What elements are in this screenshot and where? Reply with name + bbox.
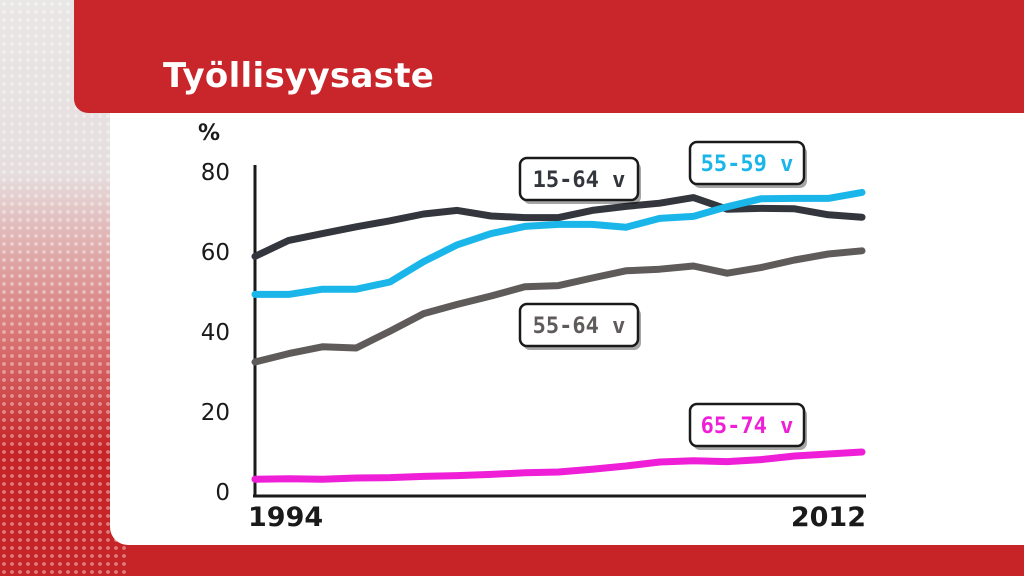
chart-series (251, 188, 866, 483)
series-label-box (518, 302, 640, 348)
series-label-box (518, 156, 640, 202)
series-label-15-64-v: 15-64 v (518, 156, 641, 204)
series-label-55-59-v: 55-59 v (688, 140, 807, 188)
title-band (74, 0, 1024, 113)
y-tick-label: 80 (201, 160, 230, 186)
x-tick-label: 2012 (791, 502, 866, 533)
x-tick-label: 1994 (248, 502, 323, 533)
series-label-text: 55-64 v (533, 314, 626, 339)
series-label-65-74-v: 65-74 v (688, 402, 807, 450)
series-label-box (688, 402, 806, 448)
y-tick-label: 60 (201, 240, 230, 266)
series-label-55-64-v: 55-64 v (518, 302, 641, 350)
chart-axes: % 0 20 40 60 80 1994 2012 (198, 121, 866, 533)
series-label-box (688, 140, 806, 186)
series-labels: 15-64 v 55-59 v 55-64 v 65-74 v (518, 140, 807, 450)
series-line-55-59-v (251, 188, 866, 298)
series-label-text: 15-64 v (533, 168, 626, 193)
series-line-15-64-v (251, 194, 866, 260)
y-tick-label: 0 (215, 480, 230, 506)
y-axis-unit-label: % (198, 121, 220, 146)
y-tick-label: 20 (201, 400, 230, 426)
chart-title: Työllisyysaste (163, 56, 435, 96)
y-tick-label: 40 (201, 320, 230, 346)
series-label-text: 55-59 v (701, 152, 794, 177)
series-line-55-64-v (251, 247, 866, 366)
series-line-65-74-v (251, 448, 866, 483)
series-label-text: 65-74 v (701, 414, 794, 439)
